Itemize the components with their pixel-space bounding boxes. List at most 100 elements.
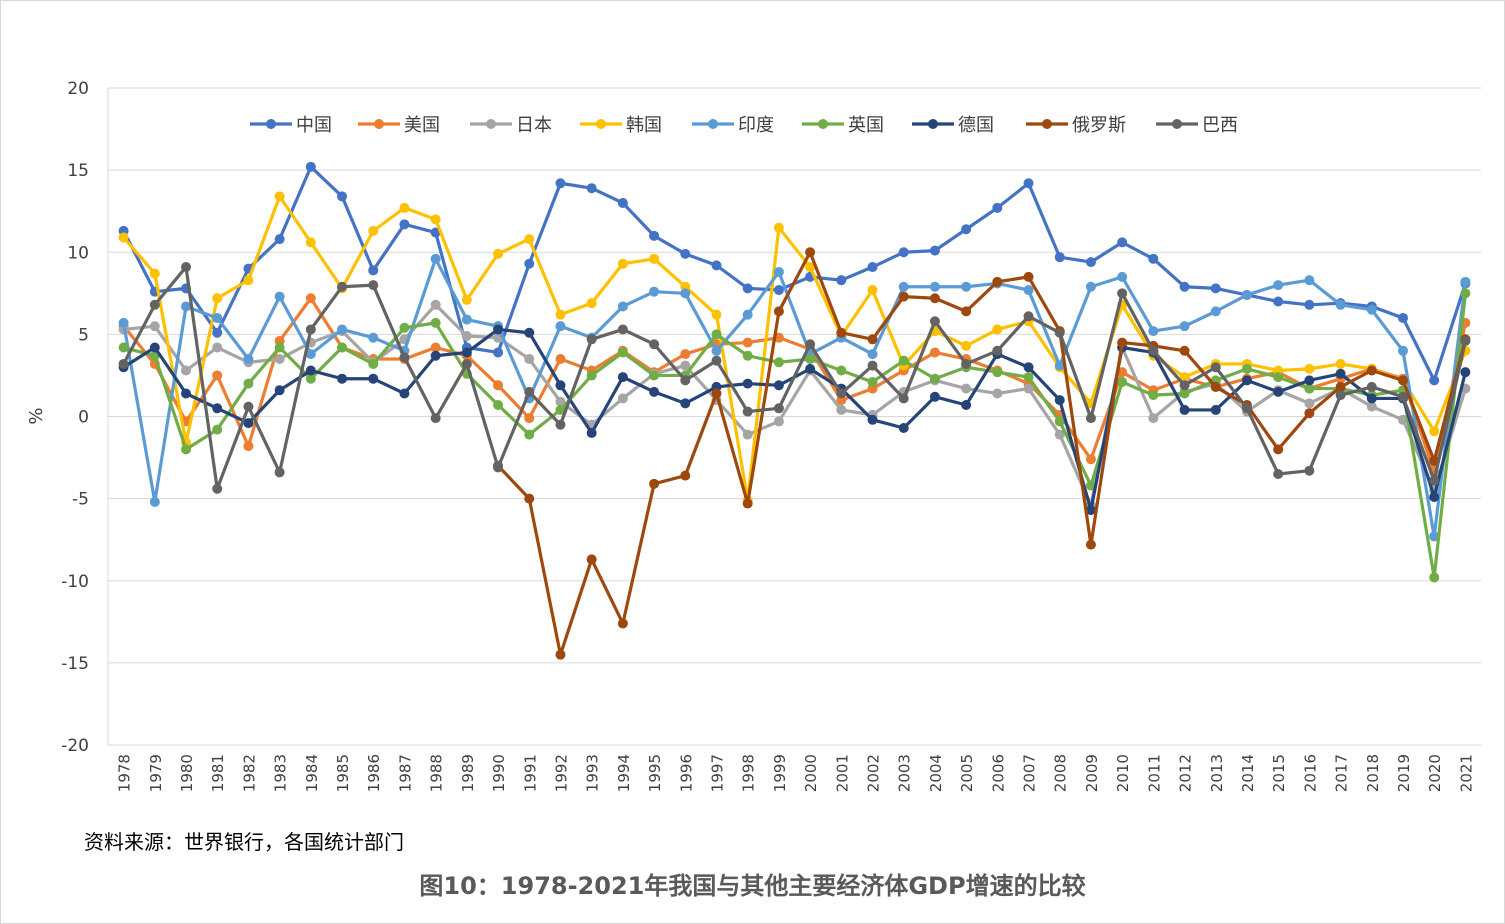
data-point <box>742 406 753 417</box>
data-point <box>929 391 940 402</box>
data-point <box>867 349 878 360</box>
data-point <box>929 373 940 384</box>
data-point <box>461 314 472 325</box>
x-tick-label: 1985 <box>334 754 352 792</box>
data-point <box>337 191 348 202</box>
data-point <box>524 413 535 424</box>
data-point <box>1273 372 1284 383</box>
data-point <box>961 224 972 235</box>
data-point <box>649 370 660 381</box>
data-point <box>243 401 254 412</box>
x-tick-label: 2008 <box>1052 754 1070 792</box>
data-point <box>617 618 628 629</box>
data-point <box>649 339 660 350</box>
data-point <box>337 342 348 353</box>
data-point <box>617 197 628 208</box>
data-point <box>493 248 504 259</box>
data-point <box>1179 388 1190 399</box>
x-tick-label: 2014 <box>1239 754 1257 792</box>
data-point <box>493 347 504 358</box>
data-point <box>181 301 192 312</box>
data-point <box>1304 299 1315 310</box>
series-line <box>122 194 1467 502</box>
data-point <box>1054 327 1065 338</box>
data-point <box>212 342 223 353</box>
data-point <box>742 337 753 348</box>
x-tick-label: 1979 <box>147 754 165 792</box>
data-point <box>274 354 285 365</box>
data-point <box>805 363 816 374</box>
data-point <box>1148 413 1159 424</box>
x-tick-label: 2016 <box>1301 754 1319 792</box>
data-point <box>524 234 535 245</box>
x-tick-label: 2009 <box>1083 754 1101 792</box>
series-line <box>496 250 1467 657</box>
data-point <box>1085 281 1096 292</box>
data-point <box>430 299 441 310</box>
data-point <box>1179 372 1190 383</box>
legend-marker <box>928 119 938 129</box>
data-point <box>555 419 566 430</box>
data-point <box>274 467 285 478</box>
data-point <box>1117 288 1128 299</box>
data-point <box>836 275 847 286</box>
legend-marker <box>708 119 718 129</box>
x-tick-label: 1995 <box>646 754 664 792</box>
data-point <box>649 253 660 264</box>
data-point <box>181 388 192 399</box>
x-tick-label: 1989 <box>459 754 477 792</box>
data-point <box>898 355 909 366</box>
data-point <box>212 483 223 494</box>
data-point <box>992 367 1003 378</box>
data-point <box>212 312 223 323</box>
x-tick-label: 1993 <box>584 754 602 792</box>
data-point <box>212 403 223 414</box>
legend-label: 日本 <box>516 115 552 136</box>
data-point <box>961 400 972 411</box>
y-axis-label: % <box>26 407 47 424</box>
data-point <box>274 385 285 396</box>
series-line <box>123 293 1467 580</box>
data-point <box>1335 368 1346 379</box>
data-point <box>742 429 753 440</box>
data-point <box>711 329 722 340</box>
data-point <box>181 262 192 273</box>
x-tick-label: 2006 <box>989 754 1007 792</box>
data-point <box>1117 237 1128 248</box>
data-point <box>1273 280 1284 291</box>
data-point <box>1429 375 1440 386</box>
data-point <box>243 354 254 365</box>
data-point <box>1366 381 1377 392</box>
data-point <box>742 378 753 389</box>
x-tick-label: 2004 <box>927 754 945 792</box>
data-point <box>399 219 410 230</box>
data-point <box>1304 375 1315 386</box>
data-point <box>1210 381 1221 392</box>
data-point <box>461 331 472 342</box>
data-point <box>805 339 816 350</box>
data-point <box>1335 358 1346 369</box>
data-point <box>149 299 160 310</box>
data-point <box>586 370 597 381</box>
data-point <box>555 309 566 320</box>
data-point <box>1429 426 1440 437</box>
data-point <box>617 372 628 383</box>
data-point <box>524 327 535 338</box>
data-point <box>1335 299 1346 310</box>
y-tick-label: -20 <box>61 736 89 756</box>
data-point <box>711 260 722 271</box>
data-point <box>1304 383 1315 394</box>
data-point <box>555 404 566 415</box>
x-tick-label: 1980 <box>178 754 196 792</box>
data-point <box>805 354 816 365</box>
data-point <box>1023 271 1034 282</box>
data-point <box>898 281 909 292</box>
data-point <box>337 281 348 292</box>
data-point <box>836 365 847 376</box>
data-point <box>337 324 348 335</box>
x-tick-label: 1992 <box>552 754 570 792</box>
data-point <box>337 373 348 384</box>
x-tick-label: 2019 <box>1395 754 1413 792</box>
data-point <box>1366 401 1377 412</box>
data-point <box>524 258 535 269</box>
